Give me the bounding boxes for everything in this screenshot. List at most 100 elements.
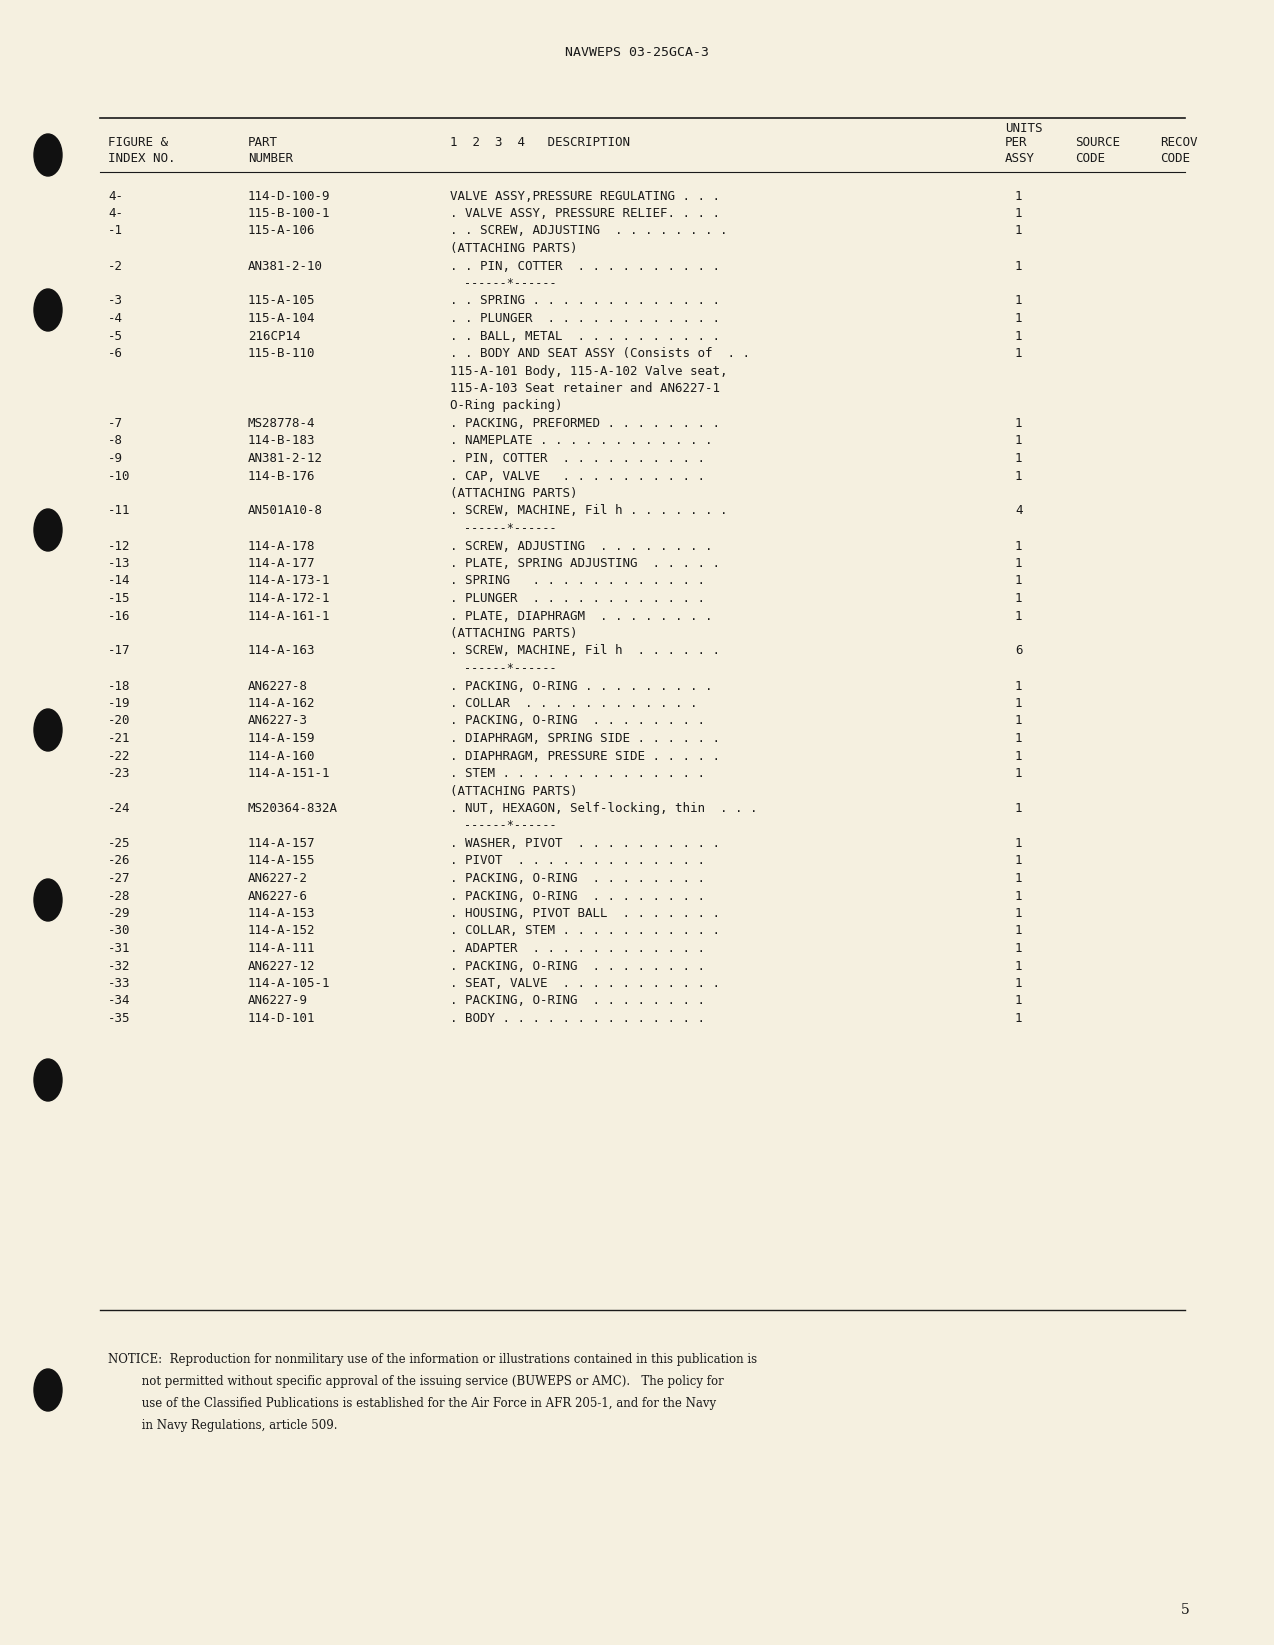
Text: -23: -23 xyxy=(108,767,130,780)
Text: -15: -15 xyxy=(108,592,130,605)
Text: . PIN, COTTER  . . . . . . . . . .: . PIN, COTTER . . . . . . . . . . xyxy=(450,452,705,466)
Text: ------*------: ------*------ xyxy=(464,276,557,290)
Text: . NAMEPLATE . . . . . . . . . . . .: . NAMEPLATE . . . . . . . . . . . . xyxy=(450,434,712,447)
Text: . PACKING, O-RING . . . . . . . . .: . PACKING, O-RING . . . . . . . . . xyxy=(450,679,712,693)
Text: -34: -34 xyxy=(108,995,130,1007)
Text: AN501A10-8: AN501A10-8 xyxy=(248,505,324,518)
Text: VALVE ASSY,PRESSURE REGULATING . . .: VALVE ASSY,PRESSURE REGULATING . . . xyxy=(450,189,720,202)
Text: 114-A-177: 114-A-177 xyxy=(248,558,316,571)
Text: 114-A-159: 114-A-159 xyxy=(248,732,316,745)
Text: 114-A-105-1: 114-A-105-1 xyxy=(248,977,330,990)
Text: 114-B-176: 114-B-176 xyxy=(248,469,316,482)
Text: 114-D-101: 114-D-101 xyxy=(248,1012,316,1025)
Text: ------*------: ------*------ xyxy=(464,661,557,674)
Text: -1: -1 xyxy=(108,224,124,237)
Text: . PACKING, O-RING  . . . . . . . .: . PACKING, O-RING . . . . . . . . xyxy=(450,995,705,1007)
Text: use of the Classified Publications is established for the Air Force in AFR 205-1: use of the Classified Publications is es… xyxy=(108,1398,716,1410)
Ellipse shape xyxy=(34,1059,62,1101)
Text: 1: 1 xyxy=(1015,837,1023,850)
Text: 1: 1 xyxy=(1015,995,1023,1007)
Text: 5: 5 xyxy=(1181,1602,1190,1617)
Text: -35: -35 xyxy=(108,1012,130,1025)
Text: -31: -31 xyxy=(108,943,130,956)
Text: 114-A-152: 114-A-152 xyxy=(248,924,316,938)
Text: NAVWEPS 03-25GCA-3: NAVWEPS 03-25GCA-3 xyxy=(564,46,710,59)
Text: 6: 6 xyxy=(1015,645,1023,658)
Text: . COLLAR  . . . . . . . . . . . .: . COLLAR . . . . . . . . . . . . xyxy=(450,697,697,711)
Text: 1: 1 xyxy=(1015,610,1023,622)
Text: 4: 4 xyxy=(1015,505,1023,518)
Text: 1: 1 xyxy=(1015,416,1023,429)
Text: 1: 1 xyxy=(1015,469,1023,482)
Text: AN6227-3: AN6227-3 xyxy=(248,714,308,727)
Text: 1: 1 xyxy=(1015,1012,1023,1025)
Text: 1: 1 xyxy=(1015,558,1023,571)
Text: -20: -20 xyxy=(108,714,130,727)
Text: NOTICE:  Reproduction for nonmilitary use of the information or illustrations co: NOTICE: Reproduction for nonmilitary use… xyxy=(108,1354,757,1367)
Text: 115-B-100-1: 115-B-100-1 xyxy=(248,207,330,220)
Text: 115-B-110: 115-B-110 xyxy=(248,347,316,360)
Text: -16: -16 xyxy=(108,610,130,622)
Text: 1: 1 xyxy=(1015,803,1023,814)
Text: . SCREW, ADJUSTING  . . . . . . . .: . SCREW, ADJUSTING . . . . . . . . xyxy=(450,540,712,553)
Text: 1: 1 xyxy=(1015,540,1023,553)
Text: . BODY . . . . . . . . . . . . . .: . BODY . . . . . . . . . . . . . . xyxy=(450,1012,705,1025)
Text: . VALVE ASSY, PRESSURE RELIEF. . . .: . VALVE ASSY, PRESSURE RELIEF. . . . xyxy=(450,207,720,220)
Text: -2: -2 xyxy=(108,260,124,273)
Text: UNITS: UNITS xyxy=(1005,122,1042,135)
Text: -32: -32 xyxy=(108,959,130,972)
Text: -5: -5 xyxy=(108,329,124,342)
Text: 216CP14: 216CP14 xyxy=(248,329,301,342)
Text: . SCREW, MACHINE, Fil h  . . . . . .: . SCREW, MACHINE, Fil h . . . . . . xyxy=(450,645,720,658)
Text: . PACKING, PREFORMED . . . . . . . .: . PACKING, PREFORMED . . . . . . . . xyxy=(450,416,720,429)
Text: . PACKING, O-RING  . . . . . . . .: . PACKING, O-RING . . . . . . . . xyxy=(450,959,705,972)
Text: O-Ring packing): O-Ring packing) xyxy=(450,400,563,413)
Text: 115-A-101 Body, 115-A-102 Valve seat,: 115-A-101 Body, 115-A-102 Valve seat, xyxy=(450,365,727,377)
Text: (ATTACHING PARTS): (ATTACHING PARTS) xyxy=(450,487,577,500)
Text: . . PIN, COTTER  . . . . . . . . . .: . . PIN, COTTER . . . . . . . . . . xyxy=(450,260,720,273)
Text: -30: -30 xyxy=(108,924,130,938)
Text: -29: -29 xyxy=(108,906,130,920)
Text: 4-: 4- xyxy=(108,189,124,202)
Text: 114-A-162: 114-A-162 xyxy=(248,697,316,711)
Text: MS28778-4: MS28778-4 xyxy=(248,416,316,429)
Text: 4-: 4- xyxy=(108,207,124,220)
Text: 115-A-103 Seat retainer and AN6227-1: 115-A-103 Seat retainer and AN6227-1 xyxy=(450,382,720,395)
Text: 1: 1 xyxy=(1015,977,1023,990)
Text: 115-A-106: 115-A-106 xyxy=(248,224,316,237)
Ellipse shape xyxy=(34,709,62,752)
Text: 1: 1 xyxy=(1015,347,1023,360)
Text: -17: -17 xyxy=(108,645,130,658)
Text: PER: PER xyxy=(1005,135,1028,148)
Text: -8: -8 xyxy=(108,434,124,447)
Text: AN381-2-10: AN381-2-10 xyxy=(248,260,324,273)
Text: 114-A-161-1: 114-A-161-1 xyxy=(248,610,330,622)
Text: ASSY: ASSY xyxy=(1005,151,1034,164)
Text: 1: 1 xyxy=(1015,574,1023,587)
Text: . PACKING, O-RING  . . . . . . . .: . PACKING, O-RING . . . . . . . . xyxy=(450,714,705,727)
Text: . PACKING, O-RING  . . . . . . . .: . PACKING, O-RING . . . . . . . . xyxy=(450,872,705,885)
Text: -13: -13 xyxy=(108,558,130,571)
Text: -14: -14 xyxy=(108,574,130,587)
Text: not permitted without specific approval of the issuing service (BUWEPS or AMC). : not permitted without specific approval … xyxy=(108,1375,724,1388)
Text: 1: 1 xyxy=(1015,924,1023,938)
Text: -24: -24 xyxy=(108,803,130,814)
Text: 1: 1 xyxy=(1015,224,1023,237)
Text: 114-A-178: 114-A-178 xyxy=(248,540,316,553)
Text: 1: 1 xyxy=(1015,872,1023,885)
Text: -21: -21 xyxy=(108,732,130,745)
Ellipse shape xyxy=(34,133,62,176)
Text: . PLATE, DIAPHRAGM  . . . . . . . .: . PLATE, DIAPHRAGM . . . . . . . . xyxy=(450,610,712,622)
Text: 1: 1 xyxy=(1015,732,1023,745)
Text: 114-A-153: 114-A-153 xyxy=(248,906,316,920)
Text: 1: 1 xyxy=(1015,943,1023,956)
Text: 1: 1 xyxy=(1015,434,1023,447)
Text: PART: PART xyxy=(248,135,278,148)
Text: (ATTACHING PARTS): (ATTACHING PARTS) xyxy=(450,785,577,798)
Text: ------*------: ------*------ xyxy=(464,819,557,832)
Text: . PLUNGER  . . . . . . . . . . . .: . PLUNGER . . . . . . . . . . . . xyxy=(450,592,705,605)
Text: AN6227-8: AN6227-8 xyxy=(248,679,308,693)
Text: . . BALL, METAL  . . . . . . . . . .: . . BALL, METAL . . . . . . . . . . xyxy=(450,329,720,342)
Text: (ATTACHING PARTS): (ATTACHING PARTS) xyxy=(450,627,577,640)
Text: 1: 1 xyxy=(1015,697,1023,711)
